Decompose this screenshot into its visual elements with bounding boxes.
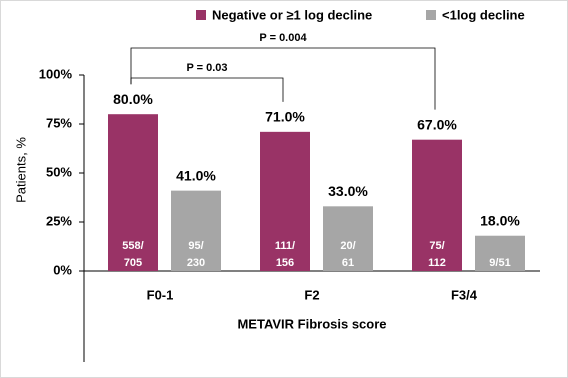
bar xyxy=(323,206,373,271)
count-label: 95/ xyxy=(188,240,203,252)
y-tick-label: 50% xyxy=(46,164,72,179)
count-label: 9/51 xyxy=(489,257,510,269)
y-axis-label: Patients, % xyxy=(13,137,28,203)
bar xyxy=(260,131,310,271)
x-tick-label: F2 xyxy=(304,287,319,302)
count-label: 61 xyxy=(342,257,354,269)
count-label: 558/ xyxy=(122,240,143,252)
annotation: P = 0.03 xyxy=(186,62,227,74)
y-tick-label: 75% xyxy=(46,115,72,130)
bar xyxy=(475,235,525,271)
value-label: 18.0% xyxy=(480,212,520,228)
count-label: 156 xyxy=(276,257,294,269)
value-label: 71.0% xyxy=(265,109,305,125)
count-label: 75/ xyxy=(429,240,444,252)
value-label: 67.0% xyxy=(417,116,457,132)
x-tick-label: F3/4 xyxy=(451,287,478,302)
y-tick-label: 100% xyxy=(39,66,73,81)
value-label: 41.0% xyxy=(176,167,216,183)
x-tick-label: F0-1 xyxy=(147,287,174,302)
bracket xyxy=(130,47,436,110)
bar xyxy=(108,114,158,271)
annotation: P = 0.004 xyxy=(259,32,307,44)
count-label: 705 xyxy=(124,257,142,269)
bar xyxy=(171,190,221,271)
legend-label: Negative or ≥1 log decline xyxy=(212,7,372,22)
value-label: 33.0% xyxy=(328,183,368,199)
legend-swatch xyxy=(196,10,206,20)
value-label: 80.0% xyxy=(113,91,153,107)
count-label: 20/ xyxy=(340,240,355,252)
legend-swatch xyxy=(426,10,436,20)
x-axis-label: METAVIR Fibrosis score xyxy=(237,316,386,331)
bar xyxy=(412,139,462,271)
count-label: 111/ xyxy=(275,240,295,252)
y-tick-label: 25% xyxy=(46,213,72,228)
legend-label: <1log decline xyxy=(442,7,525,22)
y-tick-label: 0% xyxy=(53,262,72,277)
count-label: 112 xyxy=(428,257,446,269)
count-label: 230 xyxy=(187,257,205,269)
